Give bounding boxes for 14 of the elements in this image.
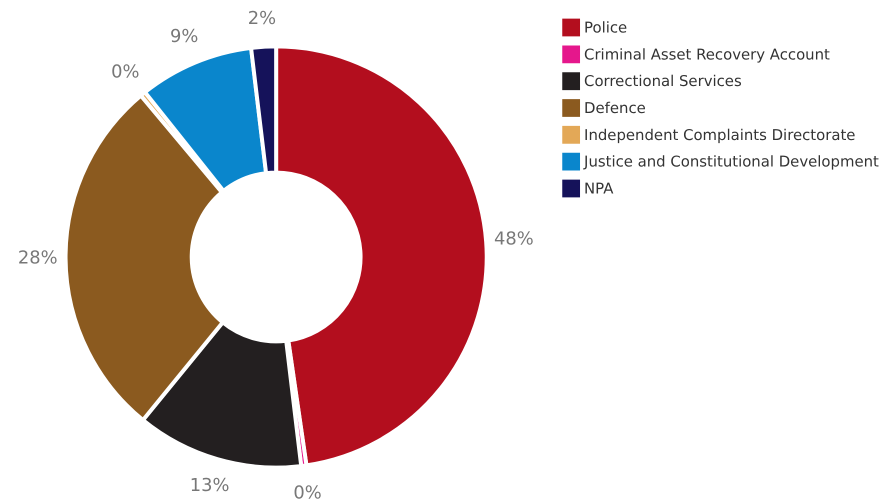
data-label: 28%	[18, 247, 58, 268]
legend-label: Independent Complaints Directorate	[584, 126, 856, 144]
legend-label: Defence	[584, 98, 646, 117]
data-label: 13%	[190, 474, 230, 496]
data-label: 48%	[494, 228, 534, 250]
legend-label: Correctional Services	[584, 72, 742, 90]
legend-label: Criminal Asset Recovery Account	[584, 45, 830, 64]
data-label: 9%	[170, 26, 198, 48]
legend-label: Justice and Constitutional Development	[583, 152, 880, 171]
legend-label: NPA	[584, 179, 614, 198]
data-label: 0%	[293, 482, 322, 499]
legend-label: Police	[584, 18, 628, 37]
data-label: 2%	[248, 8, 276, 29]
data-label: 0%	[111, 61, 140, 82]
